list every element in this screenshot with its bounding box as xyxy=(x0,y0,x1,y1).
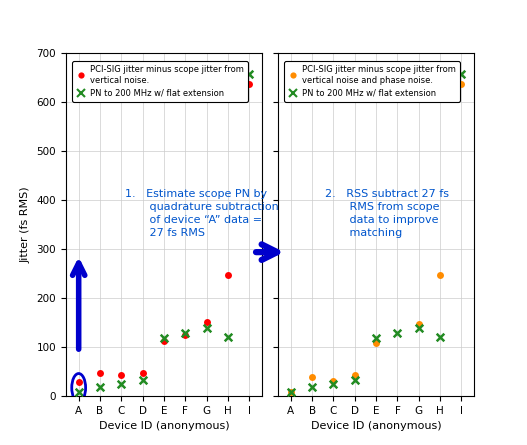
X-axis label: Device ID (anonymous): Device ID (anonymous) xyxy=(99,421,229,431)
Point xyxy=(224,271,232,278)
Point xyxy=(96,384,104,391)
Point xyxy=(372,335,380,342)
Point xyxy=(202,318,211,325)
Point xyxy=(224,334,232,341)
Point xyxy=(117,372,125,379)
Point xyxy=(287,388,295,396)
Point xyxy=(117,380,125,387)
Point xyxy=(436,271,444,278)
Point xyxy=(308,374,316,381)
Point xyxy=(160,335,168,342)
Point xyxy=(245,70,253,77)
Point xyxy=(181,330,190,337)
Point xyxy=(329,380,338,387)
Legend: PCI-SIG jitter minus scope jitter from
vertical noise and phase noise., PN to 20: PCI-SIG jitter minus scope jitter from v… xyxy=(284,61,460,102)
Point xyxy=(202,325,211,332)
X-axis label: Device ID (anonymous): Device ID (anonymous) xyxy=(311,421,442,431)
Text: 2.   RSS subtract 27 fs
       RMS from scope
       data to improve
       matc: 2. RSS subtract 27 fs RMS from scope dat… xyxy=(325,189,449,239)
Point xyxy=(350,377,359,384)
Point xyxy=(372,340,380,347)
Point xyxy=(245,80,253,87)
Point xyxy=(96,369,104,376)
Point xyxy=(308,384,316,391)
Text: 1.   Estimate scope PN by
       quadrature subtraction
       of device “A” dat: 1. Estimate scope PN by quadrature subtr… xyxy=(125,189,279,239)
Point xyxy=(74,388,83,396)
Point xyxy=(160,338,168,345)
Point xyxy=(457,80,466,87)
Point xyxy=(415,325,423,332)
Point xyxy=(350,372,359,379)
Point xyxy=(139,369,147,376)
Legend: PCI-SIG jitter minus scope jitter from
vertical noise., PN to 200 MHz w/ flat ex: PCI-SIG jitter minus scope jitter from v… xyxy=(72,61,248,102)
Point xyxy=(393,330,402,337)
Point xyxy=(415,320,423,327)
Point xyxy=(74,379,83,386)
Point xyxy=(457,70,466,77)
Y-axis label: Jitter (fs RMS): Jitter (fs RMS) xyxy=(21,186,31,263)
Point xyxy=(287,388,295,396)
Point xyxy=(329,378,338,385)
Point xyxy=(139,377,147,384)
Point xyxy=(181,331,190,338)
Point xyxy=(436,334,444,341)
